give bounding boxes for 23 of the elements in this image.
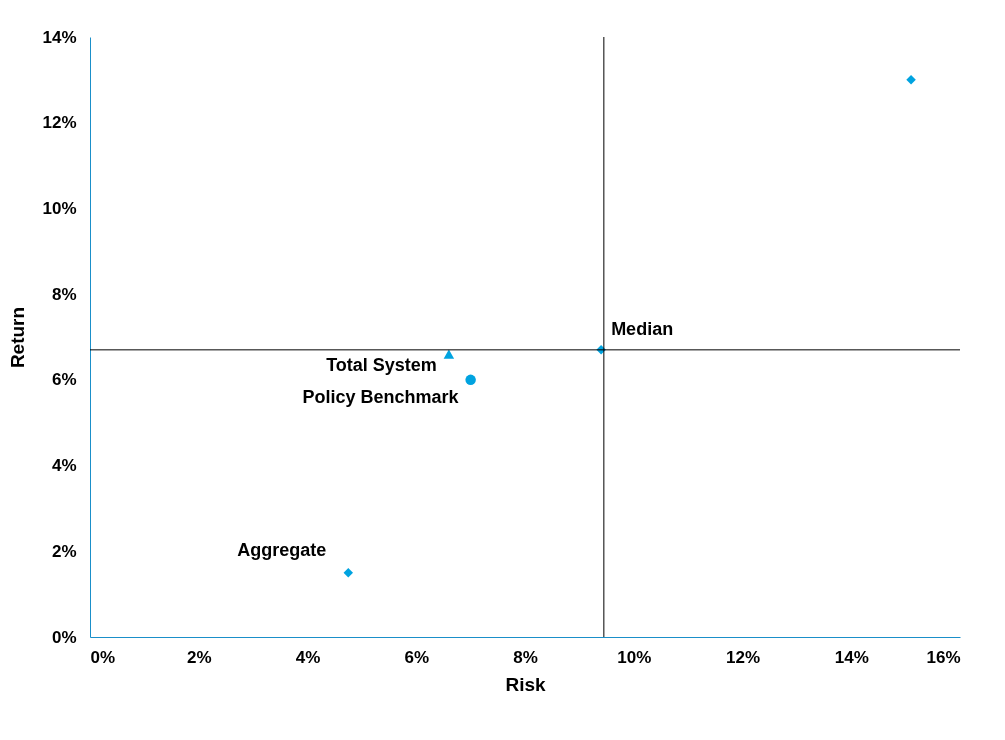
x-tick-label: 2%: [186, 647, 212, 667]
x-tick-label: 8%: [513, 647, 538, 667]
y-tick-label: 10%: [42, 198, 77, 218]
x-tick-label: 12%: [725, 647, 761, 667]
series-label: Total System: [326, 355, 437, 376]
y-tick-label: 2%: [51, 541, 77, 561]
series-label: Median: [611, 318, 674, 339]
y-tick-label: 0%: [51, 627, 77, 647]
series-label: Aggregate: [237, 539, 327, 560]
y-tick-label: 4%: [51, 456, 77, 476]
x-tick-label: 10%: [617, 647, 652, 667]
y-tick-label: 6%: [51, 370, 77, 390]
x-tick-label: 4%: [295, 647, 321, 667]
x-tick-label: 6%: [404, 647, 430, 667]
y-tick-label: 8%: [51, 284, 77, 304]
y-tick-label: 12%: [42, 113, 77, 133]
x-axis-title: Risk: [505, 673, 546, 695]
series-label: Policy Benchmark: [302, 386, 460, 407]
y-axis-title: Return: [7, 306, 29, 369]
x-tick-label: 16%: [926, 647, 961, 667]
y-tick-label: 14%: [42, 27, 77, 47]
x-tick-label: 0%: [90, 647, 116, 667]
x-tick-label: 14%: [834, 647, 869, 667]
